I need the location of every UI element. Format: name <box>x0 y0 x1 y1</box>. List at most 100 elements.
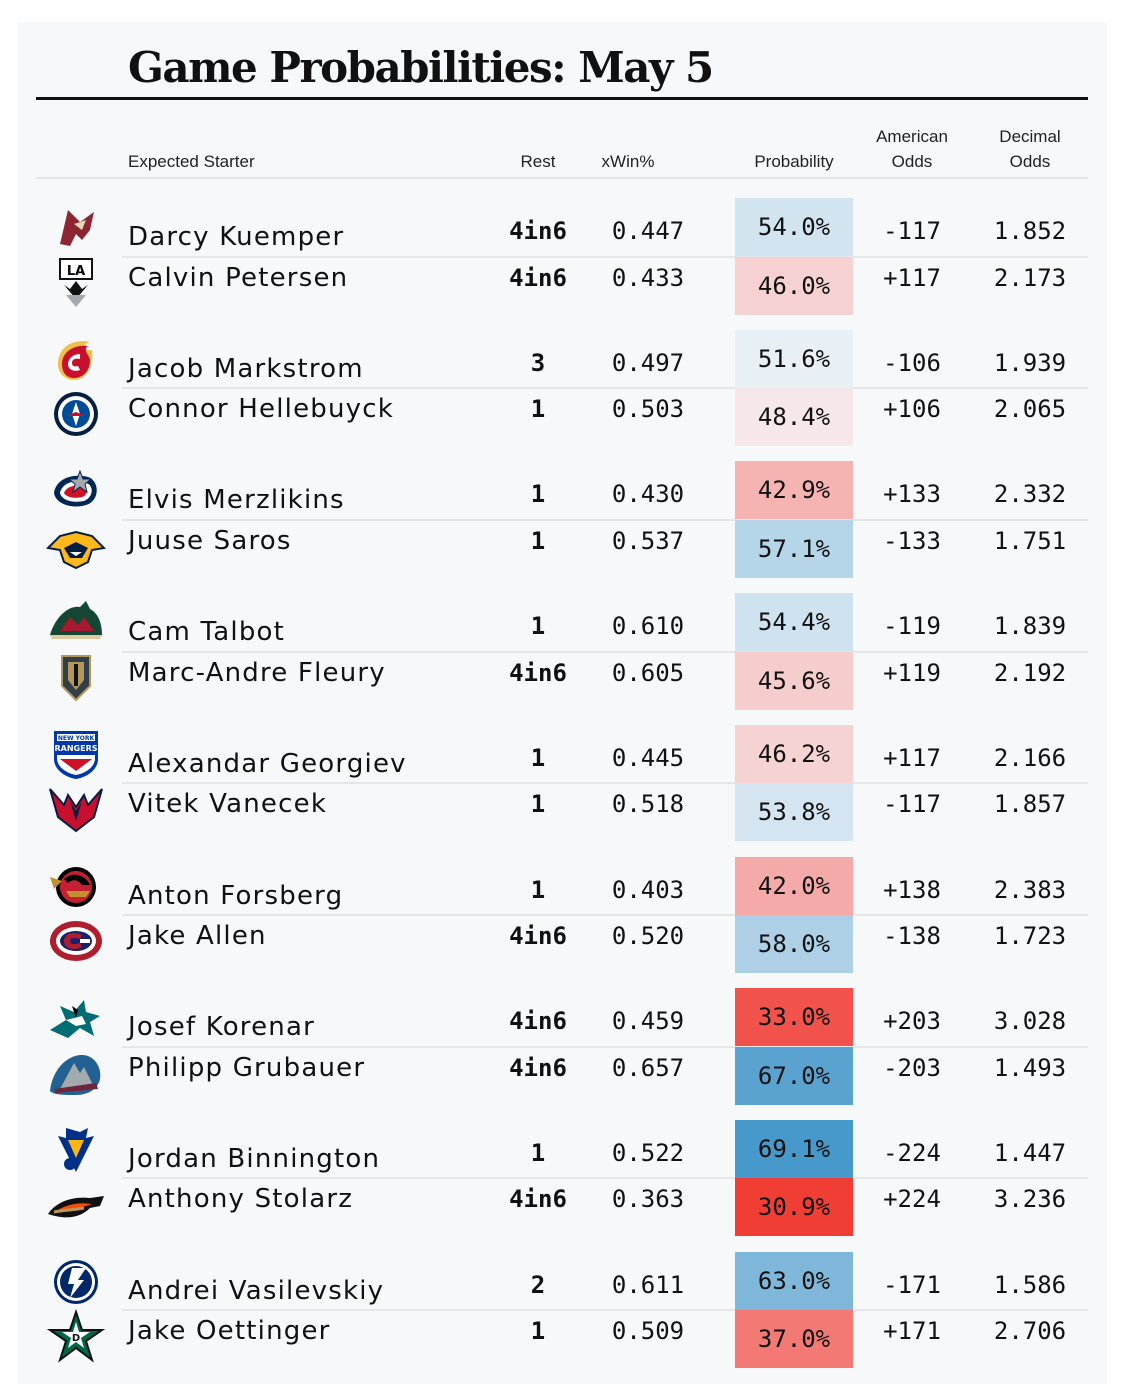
game-row-separator <box>122 518 1088 521</box>
rest-value: 4in6 <box>509 658 567 687</box>
stars-logo: D <box>46 1308 106 1363</box>
rest-value: 1 <box>530 875 546 904</box>
decimal-odds-value: 2.166 <box>993 743 1067 772</box>
probability-cell: 48.4% <box>735 388 853 447</box>
header-rest: Rest <box>520 152 556 171</box>
decimal-odds-value: 2.173 <box>993 263 1067 292</box>
chart-panel <box>18 22 1107 1384</box>
xwin-value: 0.433 <box>611 263 685 292</box>
american-odds-value: -203 <box>883 1053 941 1082</box>
chart-title: Game Probabilities: May 5 <box>128 43 714 92</box>
starter-name: Juuse Saros <box>128 525 292 556</box>
rest-value: 1 <box>530 790 546 819</box>
svg-text:RANGERS: RANGERS <box>55 744 98 753</box>
decimal-odds-value: 1.586 <box>993 1270 1067 1299</box>
probability-cell: 42.0% <box>735 856 853 915</box>
rest-value: 4in6 <box>509 1185 567 1214</box>
rest-value: 4in6 <box>509 1053 567 1082</box>
probability-cell: 46.2% <box>735 724 853 783</box>
starter-name: Connor Hellebuyck <box>128 394 394 425</box>
probability-cell: 37.0% <box>735 1310 853 1369</box>
starter-name: Calvin Petersen <box>128 262 349 293</box>
starter-name: Jordan Binnington <box>128 1143 381 1174</box>
senators-logo <box>50 866 96 907</box>
probability-cell: 53.8% <box>735 783 853 842</box>
lightning-logo <box>54 1259 98 1304</box>
rest-value: 4in6 <box>509 922 567 950</box>
starter-name: Alexandar Georgiev <box>128 748 407 779</box>
probability-cell: 33.0% <box>735 988 853 1047</box>
starter-name: Marc-Andre Fleury <box>128 657 386 688</box>
decimal-odds-value: 1.852 <box>993 217 1067 245</box>
title-rule <box>36 97 1088 100</box>
rest-value: 4in6 <box>509 217 567 245</box>
starter-name: Andrei Vasilevskiy <box>128 1275 385 1306</box>
american-odds-value: +117 <box>883 263 941 292</box>
probability-cell: 54.0% <box>735 198 853 256</box>
rest-value: 1 <box>530 1317 546 1346</box>
game-row-separator <box>122 782 1088 785</box>
rest-value: 2 <box>530 1270 546 1299</box>
xwin-value: 0.610 <box>611 612 685 641</box>
decimal-odds-value: 2.192 <box>993 658 1067 687</box>
rest-value: 1 <box>530 395 546 424</box>
american-odds-value: -117 <box>883 217 941 245</box>
american-odds-value: +119 <box>883 658 941 687</box>
probability-cell: 45.6% <box>735 651 853 710</box>
xwin-value: 0.497 <box>611 348 685 377</box>
coyotes-logo <box>60 210 94 246</box>
probability-cell: 42.9% <box>735 461 853 520</box>
rest-value: 1 <box>530 612 546 641</box>
xwin-value: 0.611 <box>611 1270 685 1299</box>
golden-knights-logo <box>61 654 91 702</box>
rest-value: 1 <box>530 1138 546 1167</box>
starter-name: Anton Forsberg <box>128 880 344 911</box>
american-odds-value: -138 <box>883 922 941 950</box>
game-row-separator <box>122 1309 1088 1312</box>
probability-cell: 30.9% <box>735 1178 853 1237</box>
decimal-odds-value: 3.028 <box>993 1007 1067 1036</box>
starter-name: Elvis Merzlikins <box>128 485 345 516</box>
ducks-logo <box>48 1196 104 1218</box>
flames-logo <box>58 340 93 380</box>
american-odds-value: -171 <box>883 1270 941 1299</box>
american-odds-value: +133 <box>883 480 941 509</box>
kings-logo: LA <box>59 257 93 307</box>
starter-name: Jacob Markstrom <box>128 353 364 384</box>
starter-name: Jake Allen <box>128 921 267 951</box>
decimal-odds-value: 3.236 <box>993 1185 1067 1214</box>
decimal-odds-value: 1.723 <box>993 922 1067 950</box>
american-odds-value: -224 <box>883 1138 941 1167</box>
xwin-value: 0.605 <box>611 658 685 687</box>
svg-text:LA: LA <box>67 264 85 279</box>
game-row-separator <box>122 650 1088 653</box>
starter-name: Philipp Grubauer <box>128 1052 366 1083</box>
probability-cell: 67.0% <box>735 1046 853 1105</box>
rest-value: 4in6 <box>509 263 567 292</box>
xwin-value: 0.522 <box>611 1138 685 1167</box>
decimal-odds-value: 2.332 <box>993 480 1067 509</box>
game-row-separator <box>122 387 1088 390</box>
xwin-value: 0.509 <box>611 1317 685 1346</box>
decimal-odds-value: 1.447 <box>993 1138 1067 1167</box>
rest-value: 3 <box>530 348 546 377</box>
probability-cell: 63.0% <box>735 1251 853 1310</box>
probability-cell: 54.4% <box>735 593 853 652</box>
sharks-logo <box>50 1000 100 1039</box>
xwin-value: 0.537 <box>611 526 685 555</box>
probability-cell: 51.6% <box>735 329 853 388</box>
header-american-odds-1: American <box>876 127 948 146</box>
header-probability: Probability <box>754 152 834 171</box>
header-decimal-odds-2: Odds <box>1009 152 1051 171</box>
decimal-odds-value: 1.857 <box>993 790 1067 819</box>
probability-cell: 46.0% <box>735 256 853 315</box>
rangers-logo: RANGERS NEW YORK <box>54 730 98 779</box>
decimal-odds-value: 2.706 <box>993 1317 1067 1346</box>
wild-logo <box>50 601 102 640</box>
starter-name: Jake Oettinger <box>128 1316 331 1347</box>
decimal-odds-value: 1.751 <box>993 526 1067 555</box>
starter-name: Cam Talbot <box>128 617 286 648</box>
game-row-separator <box>122 255 1088 258</box>
header-american-odds-2: Odds <box>891 152 933 171</box>
starter-name: Darcy Kuemper <box>128 222 345 252</box>
